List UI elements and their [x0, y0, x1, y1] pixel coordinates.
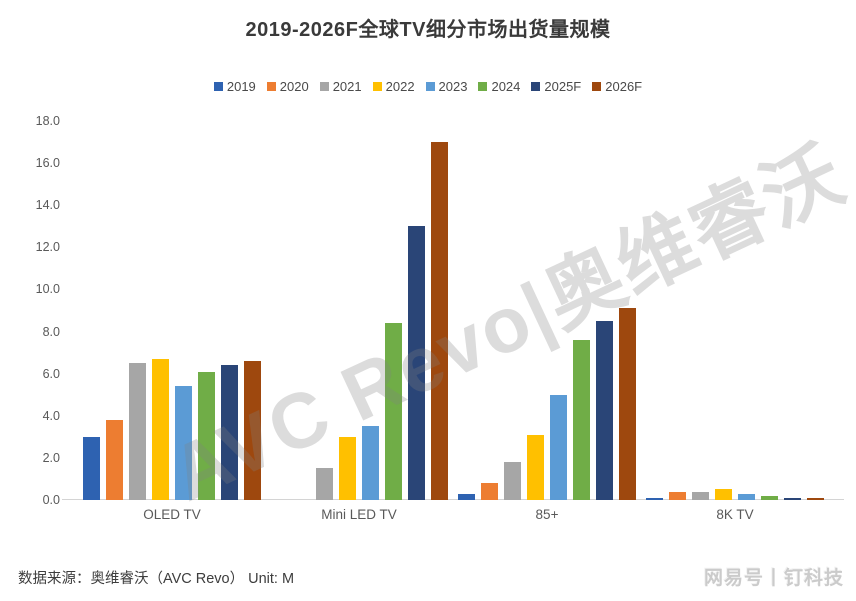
legend-label: 2026F: [605, 79, 643, 94]
bar-2020: [106, 420, 123, 500]
legend-label: 2020: [279, 79, 309, 94]
x-axis-category-label: 85+: [535, 507, 559, 522]
y-axis-tick-label: 6.0: [42, 366, 60, 381]
bar-2021: [129, 363, 146, 500]
bar-2022: [527, 435, 544, 500]
bar-2023: [738, 494, 755, 500]
bar-group-oled-tv: [83, 121, 261, 500]
legend-label: 2021: [332, 79, 362, 94]
bar-2025f: [596, 321, 613, 500]
x-axis-category-label: OLED TV: [143, 507, 201, 522]
x-axis-category-label: 8K TV: [716, 507, 754, 522]
legend-item-2025f: 2025F: [531, 79, 581, 94]
bar-2020: [481, 483, 498, 500]
legend-item-2026f: 2026F: [592, 79, 642, 94]
bar-2022: [339, 437, 356, 500]
y-axis-tick-label: 0.0: [42, 493, 60, 507]
bar-2024: [385, 323, 402, 500]
bar-2026f: [619, 308, 636, 500]
y-axis-tick-label: 18.0: [35, 114, 60, 128]
y-axis-tick-label: 4.0: [42, 408, 60, 423]
legend-swatch-icon: [425, 82, 435, 91]
y-axis-tick-label: 2.0: [42, 450, 60, 465]
y-axis-tick-label: 12.0: [35, 240, 60, 255]
legend-item-2019: 2019: [213, 79, 256, 94]
legend-swatch-icon: [592, 82, 602, 91]
bar-group-mini-led-tv: [270, 121, 448, 500]
legend-swatch-icon: [531, 82, 541, 91]
legend-swatch-icon: [372, 82, 382, 91]
bar-2019: [83, 437, 100, 500]
bar-2025f: [221, 365, 238, 500]
y-axis-tick-label: 16.0: [35, 156, 60, 171]
y-axis-tick-label: 10.0: [35, 282, 60, 297]
legend-item-2024: 2024: [478, 79, 520, 94]
legend-label: 2019: [226, 79, 256, 94]
legend-swatch-icon: [319, 82, 329, 91]
bar-2020: [669, 492, 686, 500]
publisher-brand: 网易号丨钉科技: [703, 568, 844, 589]
legend-label: 2025F: [544, 79, 582, 94]
bar-2019: [646, 498, 663, 500]
legend-item-2021: 2021: [319, 79, 362, 94]
legend: 2019 2020 2021 2022 2023 2024 2025F 2026F: [0, 79, 856, 94]
bar-2026f: [807, 498, 824, 500]
bar-2021: [692, 492, 709, 500]
bar-2026f: [431, 142, 448, 500]
bar-2025f: [408, 226, 425, 500]
bar-2023: [550, 395, 567, 500]
legend-item-2020: 2020: [266, 79, 309, 94]
bar-2026f: [244, 361, 261, 500]
bar-2025f: [784, 498, 801, 500]
bar-2021: [316, 468, 333, 500]
legend-label: 2022: [385, 79, 415, 94]
bar-2024: [198, 372, 215, 500]
chart-title: 2019-2026F全球TV细分市场出货量规模: [245, 19, 611, 41]
x-axis-category-label: Mini LED TV: [321, 507, 397, 522]
bar-2021: [504, 462, 521, 500]
data-source-note: 数据来源：奥维睿沃（AVC Revo） Unit: M: [18, 571, 295, 587]
bar-2024: [761, 496, 778, 500]
x-axis-line: [62, 499, 844, 500]
legend-label: 2023: [438, 79, 468, 94]
bar-group-8k-tv: [646, 121, 824, 500]
legend-item-2022: 2022: [372, 79, 415, 94]
y-axis-tick-label: 8.0: [42, 324, 60, 339]
legend-item-2023: 2023: [425, 79, 468, 94]
legend-swatch-icon: [266, 82, 276, 91]
bar-group-85-: [458, 121, 636, 500]
legend-swatch-icon: [478, 82, 488, 91]
y-axis-tick-label: 14.0: [35, 198, 60, 213]
legend-label: 2024: [491, 79, 521, 94]
bar-2022: [715, 489, 732, 500]
bar-2022: [152, 359, 169, 500]
bar-2023: [362, 426, 379, 500]
bar-2019: [458, 494, 475, 500]
bar-2024: [573, 340, 590, 500]
legend-swatch-icon: [213, 82, 223, 91]
bar-2023: [175, 386, 192, 500]
